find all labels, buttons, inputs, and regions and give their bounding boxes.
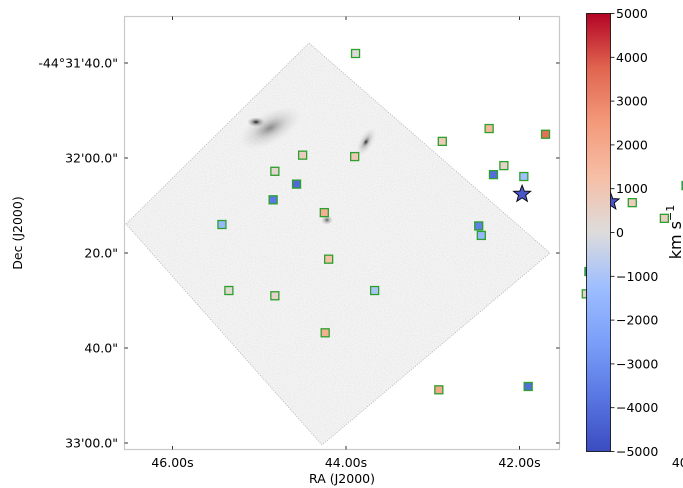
colorbar-tick-label: 2000: [616, 137, 648, 152]
star-marker: [512, 183, 532, 203]
galaxy-marker: [437, 136, 447, 147]
y-tick-label: 32'00.0": [65, 151, 118, 166]
galaxy-marker: [291, 179, 302, 189]
galaxy-marker: [268, 195, 278, 205]
colorbar-tick-label: 4000: [616, 50, 648, 65]
colorbar-tick-label: −4000: [616, 400, 658, 415]
y-tick-label: 33'00.0": [65, 436, 118, 451]
galaxy-marker: [540, 129, 551, 139]
colorbar-tick-label: −1000: [616, 269, 658, 284]
galaxy-marker: [217, 219, 227, 230]
galaxy-marker: [319, 207, 329, 218]
galaxy-marker: [369, 285, 380, 296]
galaxy-marker: [519, 171, 529, 182]
y-axis: -44°31'40.0" 32'00.0" 20.0" 40.0" 33'00.0": [38, 56, 560, 451]
galaxy-marker: [434, 385, 444, 395]
x-tick-label: 40.00s: [672, 455, 683, 470]
y-axis-label: Dec (J2000): [10, 196, 25, 269]
galaxy-marker: [659, 213, 670, 223]
galaxy-marker: [320, 328, 330, 338]
galaxy-marker: [627, 197, 637, 208]
colorbar-tick-label: 0: [616, 225, 624, 240]
colorbar-label: km s−1: [664, 205, 683, 260]
galaxy-marker: [499, 160, 509, 171]
x-axis-label: RA (J2000): [309, 471, 375, 486]
colorbar-label-exponent: −1: [664, 205, 677, 221]
galaxy-marker: [523, 381, 533, 392]
y-tick-label: 20.0": [84, 246, 118, 261]
galaxy-marker: [350, 151, 360, 162]
x-tick-label: 46.00s: [151, 455, 193, 470]
x-tick-label: 44.00s: [325, 455, 367, 470]
galaxy-marker: [224, 285, 234, 296]
x-tick-label: 42.00s: [498, 455, 540, 470]
colorbar-tick-label: −3000: [616, 356, 658, 371]
colorbar-tick-label: 1000: [616, 181, 648, 196]
y-tick-label: -44°31'40.0": [38, 56, 118, 71]
galaxy-marker: [350, 48, 361, 59]
colorbar-tick-label: −2000: [616, 313, 658, 328]
y-tick-label: 40.0": [84, 341, 118, 356]
colorbar-tick-label: 5000: [616, 6, 648, 21]
colorbar: [586, 13, 611, 452]
galaxy-marker: [474, 221, 484, 231]
colorbar-tick-label: −5000: [616, 444, 658, 459]
galaxy-marker: [476, 230, 486, 241]
galaxy-marker: [297, 150, 308, 160]
colorbar-tick-label: 3000: [616, 94, 648, 109]
galaxy-marker: [323, 254, 334, 264]
galaxy-marker: [488, 169, 499, 180]
galaxy-marker: [484, 123, 494, 134]
colorbar-label-unit: km s: [666, 221, 683, 259]
colorbar-ticks: 5000 4000 3000 2000 1000 0 −1000 −2000 −3000 −400…: [610, 6, 658, 459]
galaxy-marker: [270, 166, 280, 176]
galaxy-marker: [270, 291, 280, 301]
galaxy-markers: [217, 48, 683, 395]
